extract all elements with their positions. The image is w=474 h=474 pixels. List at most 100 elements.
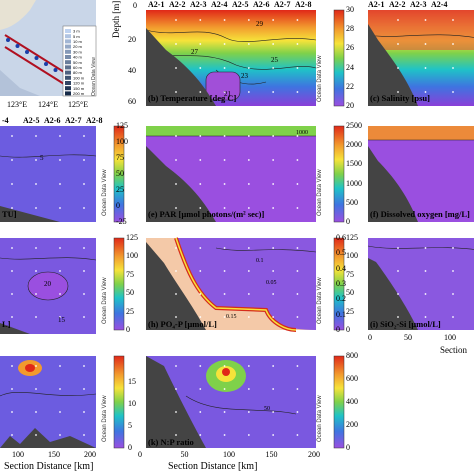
sample-point bbox=[223, 434, 226, 436]
watermark: Ocean Data View bbox=[317, 169, 323, 216]
x-axis-label: Section Distance [km] bbox=[4, 461, 94, 472]
sample-point bbox=[199, 365, 202, 367]
colorbar-tick: 600 bbox=[346, 374, 358, 383]
depth-legend-label: 20 m bbox=[73, 44, 83, 49]
xtick: 150 bbox=[48, 450, 60, 459]
sample-point bbox=[424, 316, 427, 318]
depth-legend-swatch bbox=[65, 34, 71, 39]
colorbar-tick: 0.3 bbox=[336, 279, 346, 288]
colorbar-tick: 50 bbox=[346, 288, 354, 298]
sample-point bbox=[320, 19, 323, 21]
sample-point bbox=[35, 270, 37, 272]
panel-title: (k) N:P ratio bbox=[148, 437, 194, 447]
sample-point bbox=[223, 91, 226, 93]
sample-point bbox=[59, 247, 61, 249]
sample-point bbox=[35, 183, 37, 185]
depth-legend-swatch bbox=[65, 91, 71, 96]
sample-point bbox=[272, 316, 275, 318]
sample-point bbox=[397, 91, 399, 93]
sample-point bbox=[272, 135, 275, 137]
sample-point bbox=[272, 67, 275, 69]
station-label: A2-3 bbox=[190, 0, 207, 9]
depth-legend-label: 150 m bbox=[73, 86, 85, 91]
colorbar-tick: 15 bbox=[128, 377, 136, 386]
station-marker bbox=[44, 62, 48, 66]
sample-point bbox=[320, 247, 323, 249]
colorbar-tick: 125 bbox=[346, 233, 358, 242]
sample-point bbox=[247, 67, 250, 69]
ytick: 25 bbox=[126, 306, 134, 316]
sample-point bbox=[424, 43, 427, 45]
panel-g: 15 20 L] Ocean Data View bbox=[0, 234, 128, 344]
sample-point bbox=[199, 19, 202, 21]
x-axis-label: Section bbox=[440, 345, 467, 355]
sample-point bbox=[175, 293, 177, 295]
sample-point bbox=[35, 293, 37, 295]
sample-point bbox=[35, 207, 37, 209]
panel-title: L] bbox=[2, 319, 11, 329]
colorbar bbox=[333, 9, 345, 107]
sample-point bbox=[175, 159, 177, 161]
xtick: 0 bbox=[368, 333, 372, 342]
colorbar-tick: 200 bbox=[346, 420, 358, 429]
sample-point bbox=[223, 293, 226, 295]
seafloor bbox=[146, 28, 216, 106]
sample-point bbox=[175, 91, 177, 93]
panel-k: 15 10 5 0 50 (k) N:P ratio Ocean Data View … bbox=[108, 352, 370, 474]
sample-point bbox=[247, 247, 250, 249]
sample-point bbox=[272, 411, 275, 413]
colorbar-tick: 0 bbox=[128, 443, 132, 452]
ytick: 0 bbox=[126, 325, 130, 334]
plot-g: 15 20 bbox=[0, 238, 97, 334]
sample-point bbox=[452, 316, 454, 318]
panel-f: (f) Dissolved oxygen [mg/L] bbox=[364, 116, 474, 226]
sample-point bbox=[59, 316, 61, 318]
svg-text:23: 23 bbox=[241, 72, 249, 80]
sample-point bbox=[35, 159, 37, 161]
contour-label: 0.05 bbox=[266, 280, 277, 286]
sample-point bbox=[83, 434, 85, 436]
sample-point bbox=[83, 293, 85, 295]
sample-point bbox=[320, 293, 323, 295]
xtick: 150 bbox=[265, 450, 278, 459]
po4-plot: 0.1 0.05 0.15 bbox=[146, 237, 323, 332]
sample-point bbox=[320, 365, 323, 367]
depth-axis-label: Depth [m] bbox=[111, 0, 121, 38]
sample-point bbox=[272, 388, 275, 390]
sample-point bbox=[223, 19, 226, 21]
sample-point bbox=[83, 135, 85, 137]
sample-point bbox=[296, 316, 299, 318]
sample-point bbox=[175, 434, 177, 436]
sample-point bbox=[11, 135, 13, 137]
colorbar-tick: 0 bbox=[116, 201, 120, 210]
depth-legend-swatch bbox=[65, 44, 71, 49]
xtick: 50 bbox=[180, 450, 189, 459]
xtick: 0 bbox=[138, 450, 142, 459]
station-label: A2-3 bbox=[410, 0, 427, 9]
contour-label: 0.15 bbox=[226, 314, 237, 320]
xtick: 100 bbox=[444, 333, 456, 342]
sample-point bbox=[199, 293, 202, 295]
panel-title: (f) Dissolved oxygen [mg/L] bbox=[370, 209, 470, 219]
sample-point bbox=[35, 388, 37, 390]
svg-text:21: 21 bbox=[224, 90, 232, 98]
sample-point bbox=[59, 207, 61, 209]
xtick: 100 bbox=[223, 450, 235, 459]
sample-point bbox=[223, 67, 226, 69]
sample-point bbox=[247, 207, 250, 209]
sample-point bbox=[320, 67, 323, 69]
station-label: A2-5 bbox=[232, 0, 249, 9]
colorbar bbox=[333, 355, 345, 449]
colorbar-tick: 75 bbox=[346, 269, 354, 279]
panel-title: (b) Temperature [deg C] bbox=[148, 93, 237, 103]
sample-point bbox=[175, 19, 177, 21]
sample-point bbox=[296, 411, 299, 413]
depth-legend-label: 200 m bbox=[73, 91, 85, 96]
panel-title: (e) PAR [µmol photons/(m² sec)] bbox=[148, 209, 265, 219]
station-label: A2-5 bbox=[23, 116, 40, 125]
sample-point bbox=[83, 388, 85, 390]
sample-point bbox=[175, 43, 177, 45]
svg-text:27: 27 bbox=[191, 48, 199, 56]
sample-point bbox=[59, 365, 61, 367]
